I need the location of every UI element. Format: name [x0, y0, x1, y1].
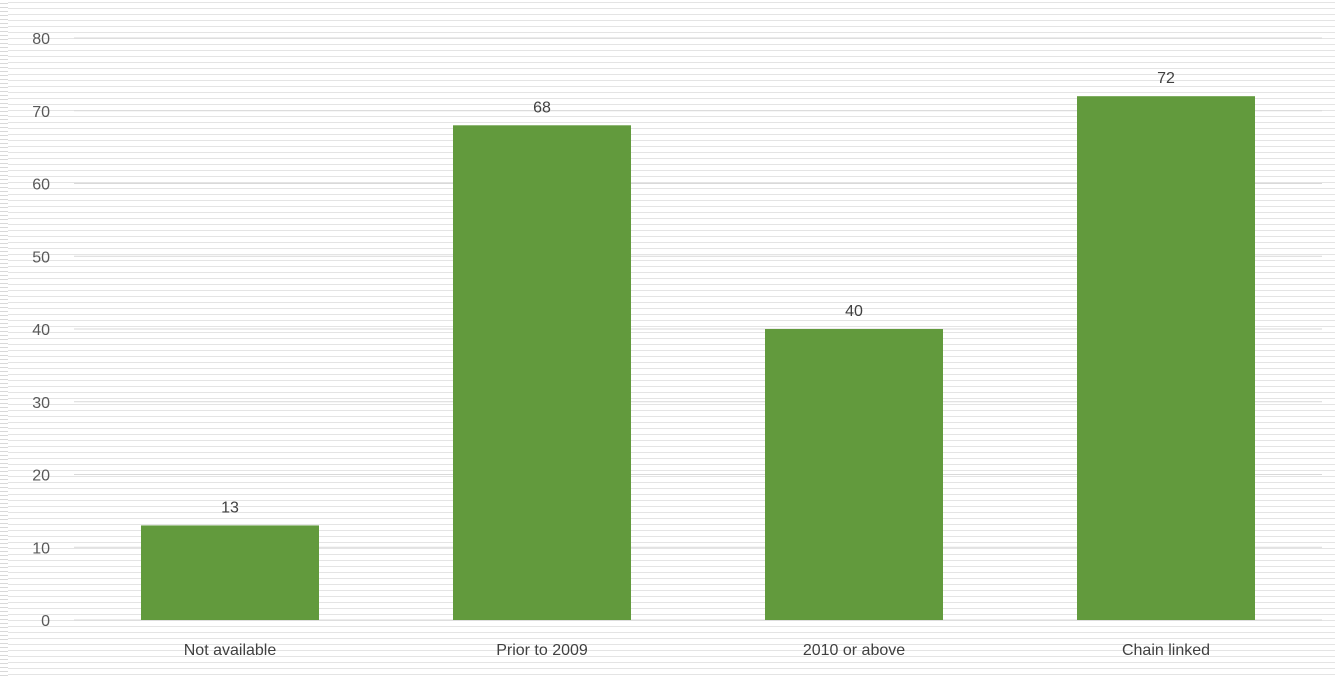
y-tick-label: 10 — [32, 540, 50, 557]
x-tick-label: Chain linked — [1122, 642, 1210, 659]
y-tick-label: 30 — [32, 395, 50, 412]
y-tick-label: 80 — [32, 31, 50, 48]
data-label: 68 — [533, 99, 551, 116]
x-tick-label: Prior to 2009 — [496, 642, 588, 659]
data-label: 13 — [221, 499, 239, 516]
bar — [141, 525, 319, 620]
y-tick-label: 60 — [32, 177, 50, 194]
y-tick-label: 70 — [32, 104, 50, 121]
data-labels: 13 68 40 72 — [221, 70, 1175, 516]
x-tick-label: Not available — [184, 642, 277, 659]
y-axis: 0 10 20 30 40 50 60 70 80 — [32, 31, 50, 630]
bars — [141, 96, 1255, 621]
x-axis: Not available Prior to 2009 2010 or above C… — [184, 642, 1210, 659]
y-tick-label: 20 — [32, 468, 50, 485]
x-tick-label: 2010 or above — [803, 642, 905, 659]
bar — [453, 125, 631, 621]
bar — [1077, 96, 1255, 620]
y-tick-label: 0 — [41, 613, 50, 630]
data-label: 40 — [845, 303, 863, 320]
y-tick-label: 40 — [32, 322, 50, 339]
y-tick-label: 50 — [32, 249, 50, 266]
bar — [765, 329, 943, 620]
data-label: 72 — [1157, 70, 1175, 87]
